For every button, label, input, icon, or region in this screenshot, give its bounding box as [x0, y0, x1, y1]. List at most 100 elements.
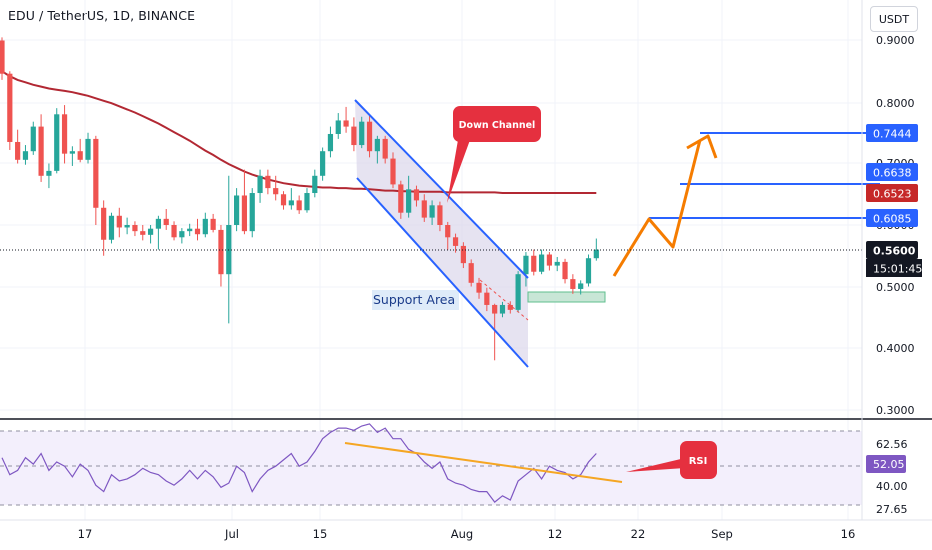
support-area-label: Support Area [373, 292, 455, 307]
candle-body [452, 237, 459, 246]
rsi-tick: 40.00 [876, 480, 908, 493]
candle-body [390, 158, 396, 185]
candle-body [351, 126, 357, 146]
candle-body [484, 292, 490, 305]
time-tick: 22 [631, 527, 646, 541]
candle-body [116, 215, 122, 228]
candle-body [22, 151, 29, 160]
rsi-value-bg [866, 455, 906, 473]
price-label: 15:01:45 [873, 263, 922, 276]
symbol-title: EDU / TetherUS, 1D, BINANCE [8, 8, 196, 23]
candle-body [155, 218, 161, 229]
rsi-tick: 62.56 [876, 438, 908, 451]
rsi-panel: RSI [0, 418, 932, 506]
candle-body [265, 175, 271, 189]
price-label-bg [866, 241, 918, 259]
candle-body [140, 231, 146, 235]
candle-body [492, 304, 498, 314]
candle-body [147, 228, 154, 235]
candle-body [280, 194, 287, 206]
candle-body [7, 73, 13, 142]
candle-body [398, 184, 404, 213]
candle-body [0, 40, 5, 74]
price-label-bg [866, 184, 918, 202]
candle-body [507, 304, 513, 310]
candle-body [241, 195, 248, 232]
candle-body [108, 215, 115, 240]
candle-body [171, 225, 177, 238]
candle-body [460, 245, 466, 264]
candle-body [312, 175, 318, 194]
candle-body [343, 120, 349, 127]
candle-body [30, 126, 36, 152]
moving-average-line [1, 70, 597, 194]
rsi-callout [680, 441, 717, 479]
candle-body [327, 133, 334, 152]
price-tick: 0.8000 [876, 97, 915, 110]
price-tick: 0.4000 [876, 342, 915, 355]
candle-body [61, 114, 68, 154]
price-label: 0.6523 [873, 188, 912, 201]
candle-body [187, 228, 193, 232]
time-tick: 12 [548, 527, 563, 541]
candle-body [531, 255, 537, 272]
candle-body [429, 205, 435, 218]
price-label-bg [866, 124, 918, 142]
candle-body [421, 200, 427, 218]
rsi-trendline [344, 442, 623, 483]
candle-body [288, 200, 294, 206]
candle-body [468, 263, 474, 283]
candle-body [366, 121, 373, 152]
time-tick: Sep [711, 527, 733, 541]
price-label-bg [866, 259, 922, 277]
time-tick: Aug [451, 527, 473, 541]
candle-body [194, 228, 201, 235]
time-tick: 15 [313, 527, 328, 541]
price-tick: 0.5000 [876, 281, 915, 294]
candle-body [523, 255, 529, 275]
candle-body [93, 138, 99, 208]
candle-body [515, 274, 521, 310]
candle-body [554, 261, 560, 266]
candle-body [374, 138, 380, 152]
candle-body [546, 254, 552, 266]
candle-body [69, 151, 75, 154]
projection-arrowhead [686, 134, 718, 159]
rsi-callout-label: RSI [689, 456, 708, 467]
price-tick: 0.3000 [876, 404, 915, 417]
candle-body [593, 249, 599, 259]
rsi-pointer [626, 458, 685, 472]
channel-mid-line [479, 279, 529, 321]
candle-body [249, 193, 255, 232]
support-label-bg [372, 290, 459, 310]
candle-body [101, 207, 107, 240]
channel-lower-line [356, 177, 529, 368]
price-tick: 0.9000 [876, 34, 915, 47]
price-label: 0.7444 [873, 128, 912, 141]
candle-body [445, 225, 451, 238]
candle-body [202, 218, 208, 235]
time-tick: Jul [224, 527, 239, 541]
candle-body [570, 279, 576, 289]
candle-body [218, 229, 224, 275]
down-channel-pointer [447, 140, 470, 203]
candle-body [124, 225, 130, 228]
candle-body [476, 282, 482, 293]
currency-button[interactable]: USDT [870, 6, 918, 32]
time-tick: 17 [78, 527, 93, 541]
candle-body [382, 138, 388, 159]
candle-body [234, 195, 240, 225]
candle-body [257, 175, 263, 194]
candle-body [179, 231, 185, 238]
candle-body [15, 141, 21, 160]
candle-body [413, 189, 420, 201]
candle-body [538, 254, 545, 272]
candle-body [578, 283, 584, 289]
projection-path [612, 139, 702, 277]
drawings: Down Channel Support Area [0, 99, 880, 368]
price-label: 0.6085 [873, 213, 912, 226]
moving-average [1, 70, 597, 194]
price-label-bg [866, 163, 918, 181]
